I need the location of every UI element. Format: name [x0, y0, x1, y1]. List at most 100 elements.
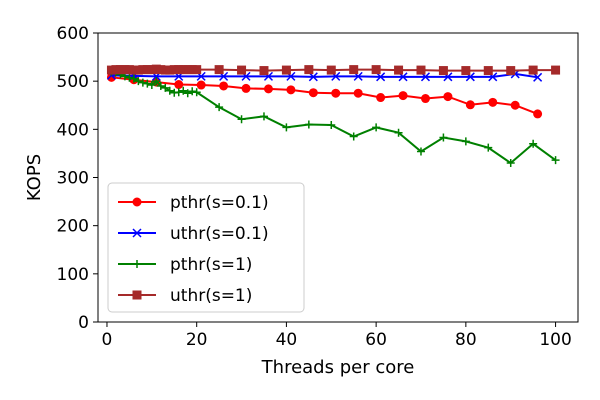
data-point — [156, 81, 165, 90]
data-point — [376, 93, 386, 103]
data-point — [483, 66, 493, 76]
y-tick-label: 300 — [57, 169, 89, 189]
data-point — [443, 92, 453, 102]
data-point — [174, 88, 183, 97]
data-point — [551, 65, 561, 75]
data-point — [263, 84, 273, 94]
data-point — [506, 66, 516, 76]
data-point — [188, 87, 197, 96]
y-tick-label: 200 — [57, 217, 89, 237]
data-point — [376, 72, 386, 82]
data-point — [533, 72, 543, 82]
legend-entry: pthr(s=0.1) — [118, 193, 269, 213]
x-tick-label: 20 — [186, 330, 208, 350]
data-point — [420, 94, 430, 104]
series-1 — [106, 72, 543, 119]
y-axis-title: KOPS — [24, 154, 45, 201]
y-tick-label: 500 — [57, 72, 89, 92]
data-point — [129, 74, 138, 83]
data-point — [308, 88, 318, 98]
x-tick-label: 100 — [539, 330, 571, 350]
data-point — [327, 120, 336, 129]
data-point — [241, 83, 251, 93]
data-point — [219, 81, 229, 91]
legend-marker — [133, 260, 141, 268]
data-point — [398, 91, 408, 101]
legend-label: pthr(s=0.1) — [170, 193, 269, 213]
data-point — [143, 79, 152, 88]
series-4 — [106, 64, 561, 76]
series-layer — [106, 64, 561, 168]
data-point — [215, 103, 224, 112]
legend-label: uthr(s=0.1) — [170, 224, 269, 244]
legend-entry: uthr(s=0.1) — [118, 224, 269, 244]
data-point — [465, 100, 475, 110]
data-point — [304, 65, 314, 75]
data-point — [326, 65, 336, 75]
data-point — [259, 66, 269, 76]
axes: 0 20 40 60 80 100 0 100 200 300 400 500 600 — [57, 24, 572, 350]
data-point — [349, 132, 358, 141]
data-point — [353, 88, 363, 98]
data-point — [281, 65, 291, 75]
legend-entry: pthr(s=1) — [118, 255, 252, 275]
data-point — [183, 89, 192, 98]
y-tick-label: 0 — [78, 313, 89, 333]
data-point — [416, 147, 425, 156]
data-point — [147, 81, 156, 90]
legend-box — [107, 182, 305, 313]
data-point — [161, 83, 170, 92]
data-point — [349, 65, 359, 75]
data-point — [331, 88, 341, 98]
data-point — [304, 120, 313, 129]
data-point — [488, 97, 498, 107]
data-point — [192, 65, 202, 75]
data-point — [134, 77, 143, 86]
legend-marker — [132, 290, 142, 300]
data-point — [438, 66, 448, 76]
x-tick-label: 0 — [102, 330, 113, 350]
series-line — [111, 72, 538, 79]
data-point — [533, 109, 543, 119]
data-point — [439, 133, 448, 142]
y-tick-label: 600 — [57, 24, 89, 44]
data-point — [237, 115, 246, 124]
x-tick-label: 60 — [365, 330, 387, 350]
data-point — [416, 65, 426, 75]
data-point — [371, 65, 381, 75]
legend: pthr(s=0.1) uthr(s=0.1) pthr(s=1) uthr(s=1) — [107, 182, 305, 313]
data-point — [372, 123, 381, 132]
series-3 — [107, 67, 560, 168]
plot-border — [97, 32, 579, 323]
data-point — [528, 65, 538, 75]
data-point — [138, 78, 147, 87]
data-point — [165, 86, 174, 95]
data-point — [282, 123, 291, 132]
x-tick-label: 40 — [276, 330, 298, 350]
y-tick-label: 400 — [57, 120, 89, 140]
legend-marker — [132, 228, 142, 238]
data-point — [259, 112, 268, 121]
data-point — [174, 80, 184, 90]
data-point — [461, 137, 470, 146]
data-point — [510, 100, 520, 110]
data-point — [394, 65, 404, 75]
data-point — [308, 72, 318, 82]
data-point — [196, 80, 206, 90]
data-point — [179, 86, 188, 95]
data-point — [484, 143, 493, 152]
data-point — [152, 77, 161, 86]
legend-label: pthr(s=1) — [170, 255, 252, 275]
plot-frame — [97, 32, 579, 323]
legend-label: uthr(s=1) — [170, 286, 252, 306]
data-point — [551, 156, 560, 165]
data-point — [529, 139, 538, 148]
data-point — [125, 73, 134, 82]
data-point — [506, 159, 515, 168]
data-point — [394, 128, 403, 137]
data-point — [192, 88, 201, 97]
legend-marker — [132, 197, 142, 207]
y-tick-label: 100 — [57, 265, 89, 285]
